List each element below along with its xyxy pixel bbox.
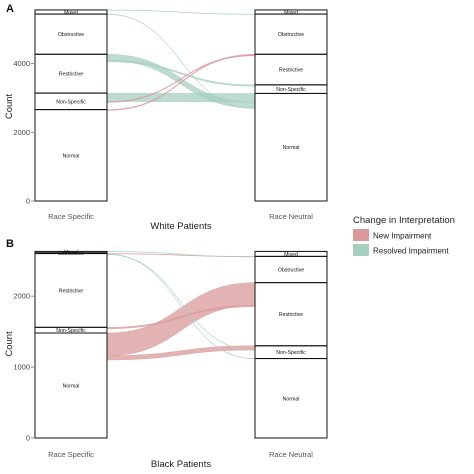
strata-race-specific: Normal Non-Specific Restrictive Obstructive… xyxy=(34,250,108,439)
panel-label: B xyxy=(6,238,14,250)
stratum-mixed xyxy=(254,250,328,257)
stratum-label-mixed: Mixed xyxy=(284,10,298,16)
stratum-label-mixed: Mixed xyxy=(64,10,78,16)
x-axis-category-race-specific: Race Specific xyxy=(48,212,94,221)
y-tick-label: 0 xyxy=(26,434,30,443)
stratum-label-normal: Normal xyxy=(63,153,80,159)
stratum-label-obstructive: Obstructive xyxy=(58,32,84,38)
stratum-label-mixed: Mixed xyxy=(64,250,78,256)
stratum-label-non-specific: Non-Specific xyxy=(276,350,306,356)
x-axis-label: Black Patients xyxy=(151,459,211,470)
stratum-label-mixed: Mixed xyxy=(284,252,298,258)
y-axis-label: Count xyxy=(4,331,15,357)
stratum-label-obstructive: Obstructive xyxy=(58,251,84,257)
stratum-label-non-specific: Non-Specific xyxy=(276,87,306,93)
stratum-label-obstructive: Obstructive xyxy=(278,32,304,38)
y-tick-label: 2000 xyxy=(13,292,30,301)
stratum-label-normal: Normal xyxy=(283,145,300,151)
panel-a: A Count 0 2000 4000 Normal Non-Specific Restric… xyxy=(4,3,328,232)
panel-b: B Count 0 1000 2000 Normal Non-Specific Restric… xyxy=(4,238,328,470)
flow-normal-to-restrictive xyxy=(106,282,256,356)
strata-race-neutral: Normal Non-Specific Restrictive Obstructive… xyxy=(254,9,328,202)
strata-race-neutral: Normal Non-Specific Restrictive Obstructive… xyxy=(254,250,328,439)
strata-race-specific: Normal Non-Specific Restrictive Obstructive… xyxy=(34,9,108,202)
stratum-mixed xyxy=(254,9,328,15)
legend-label-resolved-impairment: Resolved Impairment xyxy=(373,247,449,256)
legend-label-new-impairment: New Impairment xyxy=(373,232,432,241)
panel-label: A xyxy=(6,3,14,15)
stratum-label-obstructive: Obstructive xyxy=(278,268,304,274)
legend-title: Change in Interpretation xyxy=(353,215,455,226)
stratum-mixed xyxy=(34,9,108,15)
legend-swatch-resolved-impairment xyxy=(353,244,369,256)
stratum-mixed xyxy=(34,250,108,254)
y-tick-label: 0 xyxy=(26,197,30,206)
stratum-label-restrictive: Restrictive xyxy=(59,72,83,78)
flow-mixed-to-obstructive xyxy=(106,9,256,15)
stratum-label-non-specific: Non-Specific xyxy=(56,328,86,334)
y-tick-label: 2000 xyxy=(13,128,30,137)
stratum-label-non-specific: Non-Specific xyxy=(56,99,86,105)
legend: Change in Interpretation New Impairment … xyxy=(353,215,455,256)
legend-swatch-new-impairment xyxy=(353,229,369,241)
stratum-label-restrictive: Restrictive xyxy=(59,288,83,294)
x-axis-category-race-neutral: Race Neutral xyxy=(269,212,313,221)
flows xyxy=(106,251,256,361)
x-axis-category-race-neutral: Race Neutral xyxy=(269,450,313,459)
stratum-label-normal: Normal xyxy=(283,396,300,402)
stratum-label-restrictive: Restrictive xyxy=(279,312,303,318)
x-axis-label: White Patients xyxy=(150,221,211,232)
stratum-label-restrictive: Restrictive xyxy=(279,68,303,74)
stratum-label-normal: Normal xyxy=(63,384,80,390)
y-tick-label: 1000 xyxy=(13,363,30,372)
flows xyxy=(106,9,256,111)
y-tick-label: 4000 xyxy=(13,59,30,68)
y-axis-label: Count xyxy=(4,93,15,119)
x-axis-category-race-specific: Race Specific xyxy=(48,450,94,459)
